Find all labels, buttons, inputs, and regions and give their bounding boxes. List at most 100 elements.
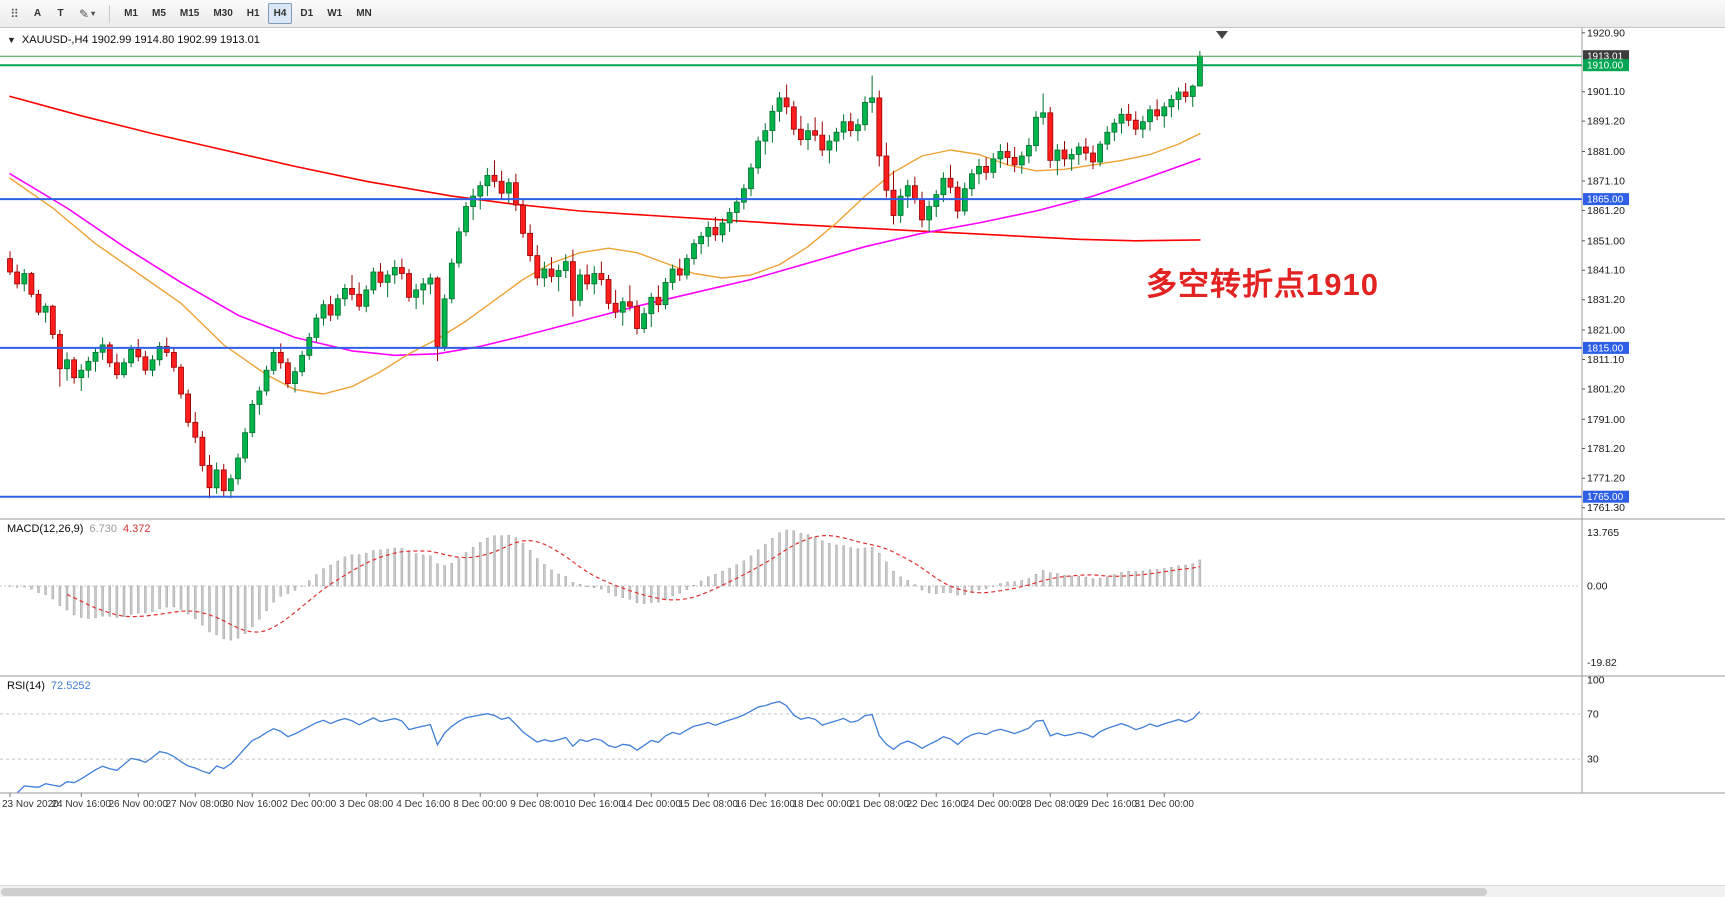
candle-body bbox=[434, 277, 441, 347]
candle-body bbox=[263, 369, 270, 392]
candle-body bbox=[448, 262, 455, 300]
candle-body bbox=[427, 277, 434, 285]
ma-slow-red-line bbox=[9, 95, 1201, 242]
price-badge-text: 1865.00 bbox=[1587, 195, 1624, 206]
candle-body bbox=[227, 478, 234, 492]
draw-objects-tool[interactable]: ✎ ▾ bbox=[73, 3, 101, 24]
candle-body bbox=[1047, 112, 1054, 161]
candle-body bbox=[826, 140, 833, 151]
timeframe-button-m1[interactable]: M1 bbox=[118, 3, 144, 24]
timeframe-button-h4[interactable]: H4 bbox=[267, 3, 293, 24]
timeframe-button-mn[interactable]: MN bbox=[350, 3, 378, 24]
candle-body bbox=[798, 128, 804, 140]
horizontal-scrollbar[interactable] bbox=[0, 885, 1725, 897]
time-axis-label: 15 Dec 08:00 bbox=[679, 799, 739, 810]
candle-body bbox=[1168, 99, 1175, 108]
price-tick-label: 1881.00 bbox=[1587, 146, 1625, 158]
price-badge-1815.00 bbox=[1583, 341, 1629, 354]
candle-body bbox=[969, 173, 975, 190]
time-axis-label: 3 Dec 08:00 bbox=[339, 799, 393, 810]
candle-body bbox=[855, 124, 861, 132]
toolbar-grid-tool[interactable]: ⠿ bbox=[4, 3, 25, 24]
price-annotation: 多空转折点1910 bbox=[1146, 267, 1379, 302]
candle-body bbox=[705, 226, 712, 237]
candle-body bbox=[562, 261, 569, 271]
time-axis-label: 10 Dec 16:00 bbox=[565, 799, 625, 810]
macd-signal-line bbox=[66, 534, 1201, 633]
price-badge-1910.00 bbox=[1583, 59, 1629, 72]
candle-body bbox=[548, 268, 555, 277]
candle-body bbox=[313, 317, 320, 338]
candle-body bbox=[1061, 149, 1068, 160]
candle-body bbox=[840, 121, 847, 133]
candle-body bbox=[413, 289, 420, 298]
candle-body bbox=[1175, 91, 1182, 100]
candle-body bbox=[256, 390, 263, 405]
candle-body bbox=[769, 110, 776, 132]
candle-body bbox=[591, 273, 598, 285]
candle-body bbox=[356, 293, 363, 307]
candle-body bbox=[1033, 116, 1039, 147]
candle-body bbox=[484, 174, 491, 187]
candle-body bbox=[185, 393, 192, 423]
text-label-tool[interactable]: T bbox=[50, 3, 71, 24]
chart-canvas[interactable]: 1920.90 1901.10 1891.20 1881.00 1871.10 1861.… bbox=[0, 27, 1725, 885]
price-tick-label: 1831.20 bbox=[1587, 294, 1625, 306]
timeframe-button-m15[interactable]: M15 bbox=[174, 3, 205, 24]
candle-body bbox=[235, 457, 241, 480]
rsi-pane bbox=[0, 700, 1580, 793]
chart-menu-arrow-icon[interactable]: ▼ bbox=[7, 35, 16, 45]
candle-body bbox=[35, 293, 42, 313]
candle-body bbox=[669, 268, 676, 283]
candle-body bbox=[64, 359, 70, 370]
candle-body bbox=[1111, 122, 1118, 133]
rsi-axis-label: 70 bbox=[1587, 708, 1599, 720]
scrollbar-thumb[interactable] bbox=[1, 888, 1487, 896]
candle-body bbox=[726, 212, 733, 224]
rsi-value: 72.5252 bbox=[50, 680, 91, 692]
candle-body bbox=[1097, 143, 1103, 163]
candle-body bbox=[363, 289, 370, 307]
price-tick-label: 1901.10 bbox=[1587, 86, 1625, 98]
candle-body bbox=[662, 281, 669, 306]
timeframe-button-h1[interactable]: H1 bbox=[241, 3, 266, 24]
time-axis-label: 23 Nov 2020 bbox=[2, 799, 59, 810]
timeframe-button-m5[interactable]: M5 bbox=[146, 3, 172, 24]
candle-body bbox=[1154, 109, 1160, 117]
pencil-icon: ✎ bbox=[79, 6, 90, 21]
macd-label: MACD(12,26,9) bbox=[7, 523, 84, 535]
candle-body bbox=[398, 267, 405, 274]
candle-body bbox=[270, 351, 277, 371]
candle-body bbox=[42, 305, 49, 313]
candle-body bbox=[121, 362, 127, 376]
macd-signal-value: 4.372 bbox=[122, 523, 151, 535]
candle-body bbox=[890, 189, 897, 216]
candle-body bbox=[869, 97, 875, 103]
candle-body bbox=[206, 464, 213, 489]
candle-body bbox=[598, 273, 605, 280]
price-tick-label: 1891.20 bbox=[1587, 116, 1625, 128]
candle-body bbox=[691, 243, 697, 259]
candle-body bbox=[178, 366, 184, 395]
price-tick-label: 1761.30 bbox=[1587, 502, 1625, 514]
text-annotation-tool[interactable]: A bbox=[27, 3, 48, 24]
timeframe-button-w1[interactable]: W1 bbox=[321, 3, 348, 24]
candle-body bbox=[783, 97, 790, 108]
chart-shift-marker[interactable] bbox=[1216, 31, 1228, 39]
candle-body bbox=[284, 362, 291, 384]
candle-body bbox=[904, 185, 911, 197]
timeframe-button-m30[interactable]: M30 bbox=[207, 3, 238, 24]
candle-body bbox=[1118, 113, 1125, 124]
candle-body bbox=[21, 273, 28, 285]
rsi-label: RSI(14) bbox=[7, 680, 45, 692]
timeframe-button-d1[interactable]: D1 bbox=[294, 3, 319, 24]
horizontal-lines bbox=[0, 55, 1582, 498]
candle-body bbox=[463, 206, 469, 233]
rsi-axis-label: 30 bbox=[1587, 754, 1599, 766]
candle-body bbox=[1068, 154, 1075, 160]
dropdown-arrow-icon: ▾ bbox=[91, 9, 96, 18]
candle-body bbox=[163, 345, 170, 353]
candle-body bbox=[933, 194, 940, 207]
candle-body bbox=[377, 271, 384, 283]
